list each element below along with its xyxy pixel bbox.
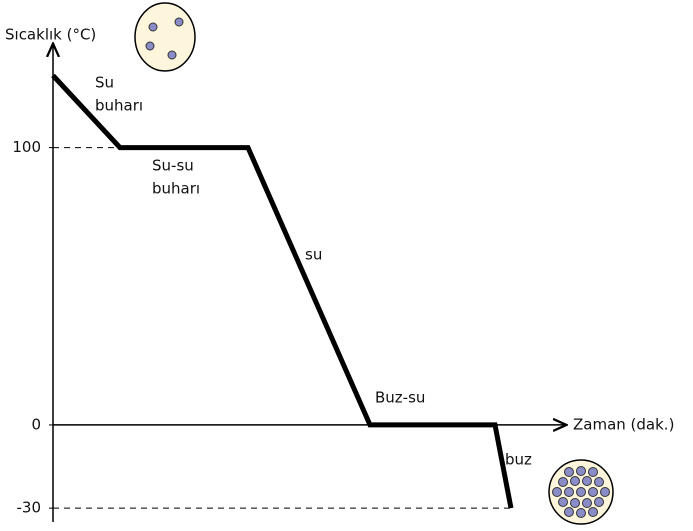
- particle: [588, 487, 598, 497]
- particle: [576, 508, 586, 518]
- particle: [588, 507, 598, 517]
- particle: [564, 467, 574, 477]
- annotation: Su: [95, 74, 114, 92]
- particle: [600, 487, 610, 497]
- annotation: su: [305, 246, 322, 264]
- y-tick-label: 0: [31, 415, 41, 433]
- particle: [594, 477, 604, 487]
- y-axis-label: Sıcaklık (°C): [5, 26, 96, 44]
- particle: [564, 507, 574, 517]
- cooling-curve: [51, 73, 514, 509]
- particle: [570, 498, 580, 508]
- particle: [558, 497, 568, 507]
- y-tick-label: -30: [17, 499, 42, 517]
- particle: [576, 466, 586, 476]
- annotation: buz: [505, 451, 532, 469]
- annotation: buharı: [95, 97, 143, 115]
- solid-particles-icon: [548, 459, 614, 525]
- particle: [594, 497, 604, 507]
- particle: [588, 467, 598, 477]
- particle: [576, 487, 586, 497]
- annotation: buharı: [152, 180, 200, 198]
- particle: [558, 477, 568, 487]
- particle: [570, 476, 580, 486]
- annotation: Su-su: [152, 157, 194, 175]
- gas-particles-icon: [134, 2, 196, 72]
- particle: [582, 498, 592, 508]
- y-tick-label: 100: [12, 138, 41, 156]
- annotation: Buz-su: [375, 389, 425, 407]
- particle: [564, 487, 574, 497]
- particle: [552, 487, 562, 497]
- particle: [582, 476, 592, 486]
- x-axis-label: Zaman (dak.): [573, 416, 674, 434]
